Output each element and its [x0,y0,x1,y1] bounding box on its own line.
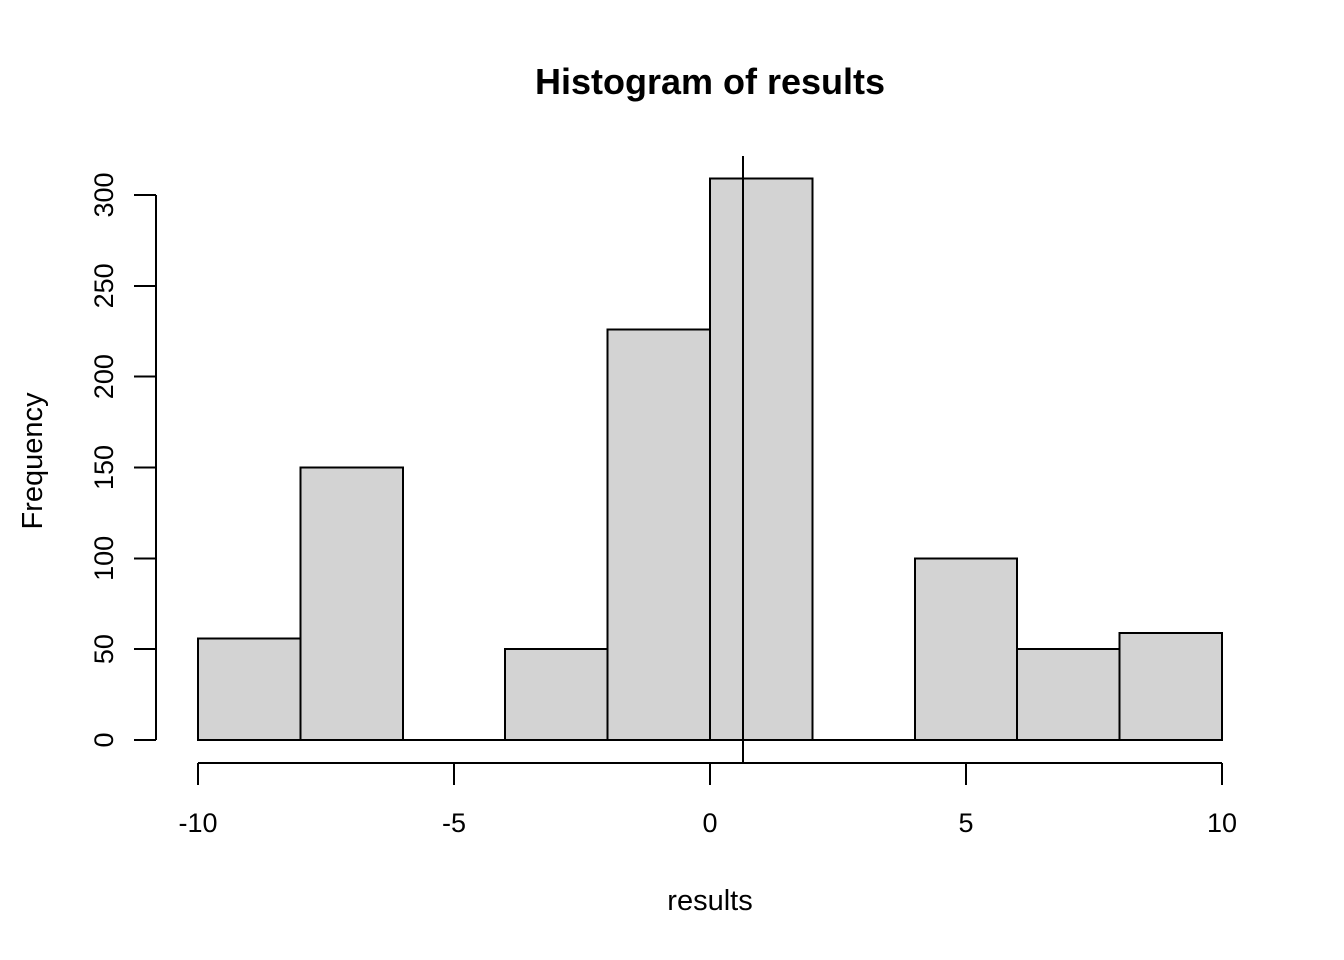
histogram-bar [504,648,609,742]
histogram-bar [913,557,1019,741]
x-axis-label: results [667,885,752,917]
y-tick-label: 300 [89,172,119,217]
y-tick-label: 100 [89,536,119,581]
x-tick-label: 10 [1207,808,1237,838]
x-tick-label: 0 [702,808,717,838]
histogram-bar [197,637,302,741]
y-tick-label: 250 [89,263,119,308]
plot-title: Histogram of results [535,61,885,102]
y-tick-label: 150 [89,445,119,490]
y-tick-label: 0 [89,732,119,747]
y-tick-label: 50 [89,634,119,664]
y-axis-label: Frequency [17,392,49,530]
histogram-bar [1016,648,1121,742]
x-tick-label: 5 [958,808,973,838]
y-tick-label: 200 [89,354,119,399]
x-tick-label: -10 [178,808,217,838]
histogram-bar [606,328,711,741]
x-tick-label: -5 [442,808,466,838]
histogram-bar [709,177,814,741]
histogram-bar [299,466,404,741]
histogram-bar [1118,631,1223,741]
